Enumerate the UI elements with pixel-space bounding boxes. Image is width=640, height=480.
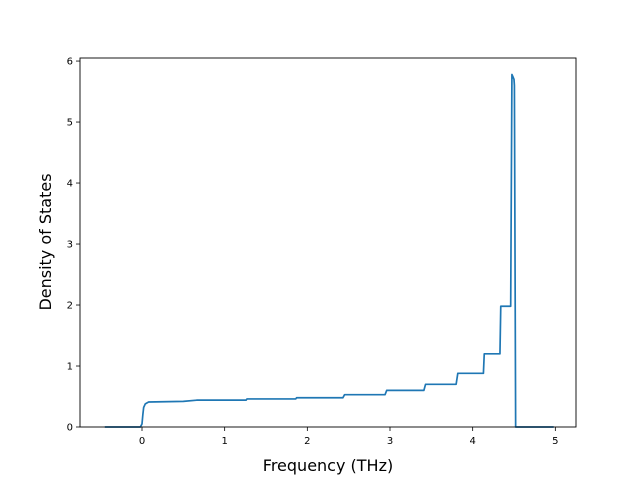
y-tick-label: 5 [67,118,73,129]
y-tick-label: 3 [67,240,73,251]
ticks-group: 0 1 2 3 4 5 0 1 2 3 4 5 6 [67,57,559,447]
x-tick-label: 5 [552,436,558,447]
x-tick-label: 2 [304,436,310,447]
y-tick-label: 6 [67,57,73,68]
y-tick-label: 4 [67,179,73,190]
x-tick-label: 4 [469,436,475,447]
x-tick-label: 3 [387,436,393,447]
dos-series-line [104,73,554,428]
plot-frame [79,57,577,428]
y-axis-label: Density of States [36,173,55,310]
y-tick-label: 1 [67,362,73,373]
x-tick-label: 1 [221,436,227,447]
y-tick-label: 2 [67,301,73,312]
plot-background [80,58,576,427]
x-tick-label: 0 [139,436,145,447]
y-tick-label: 0 [67,423,73,434]
x-axis-label: Frequency (THz) [263,456,393,475]
